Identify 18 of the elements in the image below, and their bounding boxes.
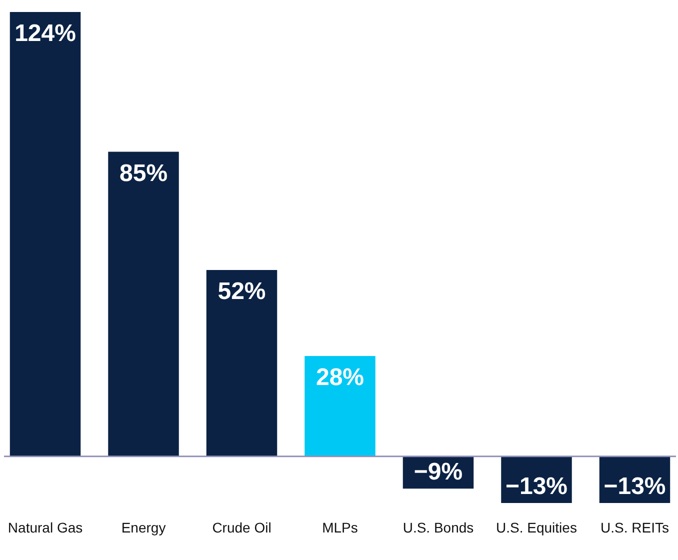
x-tick-label: Crude Oil [212, 520, 272, 536]
data-label: 85% [119, 160, 168, 187]
data-label: 52% [218, 278, 266, 306]
data-label: −13% [505, 473, 568, 500]
x-tick-label: U.S. Equities [496, 520, 577, 536]
x-tick-label: U.S. Bonds [402, 520, 474, 536]
data-label: −13% [604, 473, 666, 500]
bar [206, 270, 278, 456]
x-tick-label: MLPs [322, 520, 358, 536]
data-label: 124% [14, 20, 76, 47]
data-label: 28% [316, 364, 364, 392]
bar [304, 356, 376, 456]
x-tick-label: U.S. REITs [600, 520, 669, 536]
x-tick-label: Energy [121, 520, 166, 536]
bar [108, 152, 179, 456]
x-tick-label: Natural Gas [8, 520, 83, 536]
data-label: −9% [414, 458, 463, 486]
bar [10, 12, 81, 456]
